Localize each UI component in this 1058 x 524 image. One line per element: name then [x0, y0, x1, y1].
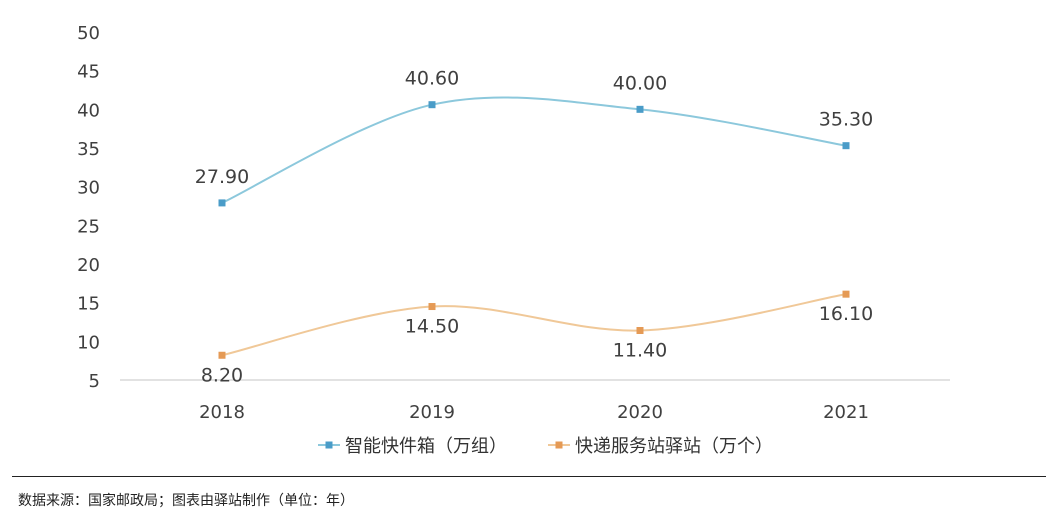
y-tick-label: 45	[77, 62, 100, 83]
series-marker	[842, 142, 850, 150]
series-marker	[428, 303, 436, 311]
y-tick-label: 25	[77, 216, 100, 237]
data-label: 11.40	[613, 340, 667, 362]
data-label: 40.60	[405, 68, 459, 90]
legend-label: 智能快件箱（万组）	[345, 436, 507, 457]
legend-marker	[555, 441, 563, 449]
x-axis-ticks: 2018 2019 2020 2021	[199, 402, 869, 423]
data-label: 14.50	[405, 316, 459, 338]
y-tick-label: 40	[77, 100, 100, 121]
series-line	[221, 293, 847, 357]
data-label: 35.30	[819, 109, 873, 131]
source-note: 数据来源：国家邮政局；图表由驿站制作（单位：年）	[18, 493, 354, 509]
y-tick-label: 35	[77, 139, 100, 160]
x-tick-label: 2021	[823, 402, 869, 423]
y-tick-label: 10	[77, 332, 100, 353]
series-marker	[842, 290, 850, 298]
data-label: 8.20	[201, 364, 243, 386]
data-label: 40.00	[613, 72, 667, 94]
y-tick-label: 5	[89, 371, 100, 392]
series-marker	[636, 327, 644, 335]
source-divider	[12, 476, 1046, 477]
series-marker	[218, 199, 226, 207]
series-line	[221, 96, 847, 204]
series-lines	[221, 96, 847, 357]
y-tick-label: 15	[77, 294, 100, 315]
y-tick-label: 30	[77, 178, 100, 199]
line-chart: 5 10 15 20 25 30 35 40 45 50 2018 2019 2020 2021 27.…	[77, 23, 950, 457]
data-label: 27.90	[195, 166, 249, 188]
series-markers	[218, 101, 850, 359]
series-marker	[636, 105, 644, 113]
y-tick-label: 20	[77, 255, 100, 276]
series-marker	[218, 351, 226, 359]
data-labels: 27.90 40.60 40.00 35.30 8.20 14.50 11.40 16.10	[195, 68, 873, 387]
x-tick-label: 2018	[199, 402, 245, 423]
x-tick-label: 2019	[409, 402, 455, 423]
legend-label: 快递服务站驿站（万个）	[575, 436, 773, 457]
legend-marker	[325, 441, 333, 449]
y-axis-ticks: 5 10 15 20 25 30 35 40 45 50	[77, 23, 100, 392]
series-marker	[428, 101, 436, 109]
y-tick-label: 50	[77, 23, 100, 44]
x-tick-label: 2020	[617, 402, 663, 423]
data-label: 16.10	[819, 303, 873, 325]
legend: 智能快件箱（万组） 快递服务站驿站（万个）	[318, 436, 773, 457]
